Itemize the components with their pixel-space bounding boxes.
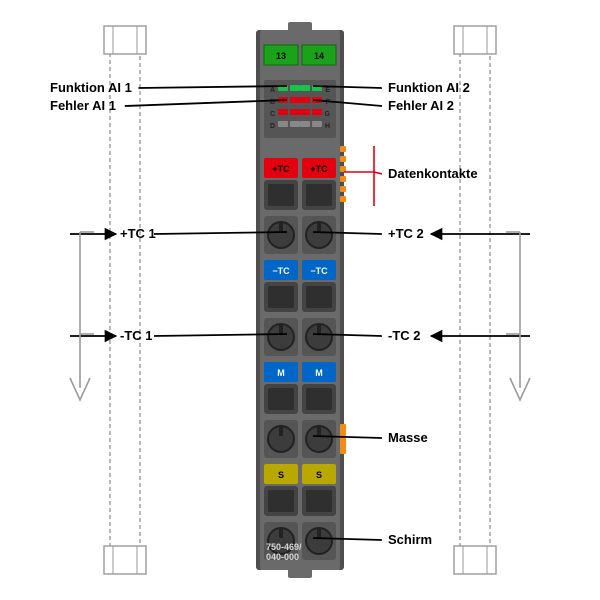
svg-text:C: C [270,111,275,118]
release-tab [340,424,346,454]
svg-text:−TC: −TC [310,266,328,276]
data-contact [340,176,346,182]
svg-text:H: H [325,123,330,130]
svg-text:Masse: Masse [388,430,428,445]
part-number: 040-000 [266,552,299,562]
svg-text:M: M [315,368,323,378]
svg-text:A: A [270,87,275,94]
svg-text:S: S [316,470,322,480]
svg-text:Fehler AI 2: Fehler AI 2 [388,98,454,113]
svg-text:−TC: −TC [272,266,290,276]
svg-text:-TC 1: -TC 1 [120,328,153,343]
data-contact [340,146,346,152]
svg-text:13: 13 [276,51,286,61]
svg-text:+TC 2: +TC 2 [388,226,424,241]
data-contact [340,196,346,202]
svg-text:+TC 1: +TC 1 [120,226,156,241]
svg-text:+TC: +TC [272,164,290,174]
svg-text:14: 14 [314,51,324,61]
svg-text:S: S [278,470,284,480]
svg-text:Schirm: Schirm [388,532,432,547]
svg-text:G: G [325,111,331,118]
svg-text:E: E [325,87,330,94]
svg-text:-TC 2: -TC 2 [388,328,421,343]
svg-text:Datenkontakte: Datenkontakte [388,166,478,181]
part-number: 750-469/ [266,542,302,552]
data-contact [340,166,346,172]
svg-text:M: M [277,368,285,378]
data-contact [340,186,346,192]
svg-text:F: F [326,99,331,106]
svg-text:Fehler AI 1: Fehler AI 1 [50,98,116,113]
data-contact [340,156,346,162]
module-body: 1314AEBFCGDH+TC+TC−TC−TCMMSS750-469/040-… [256,22,346,578]
io-module-diagram: 1314AEBFCGDH+TC+TC−TC−TCMMSS750-469/040-… [0,0,600,600]
svg-text:Funktion AI 1: Funktion AI 1 [50,80,132,95]
svg-text:Funktion AI 2: Funktion AI 2 [388,80,470,95]
svg-text:+TC: +TC [310,164,328,174]
svg-text:D: D [270,123,275,130]
